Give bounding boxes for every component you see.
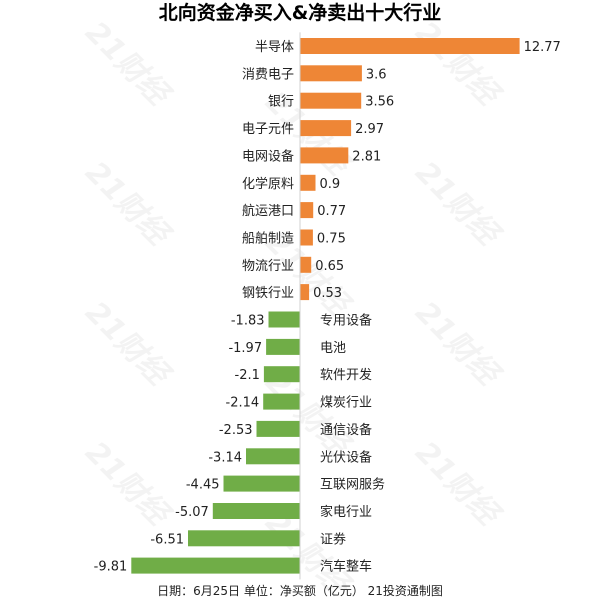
- value-label: -1.97: [228, 341, 262, 356]
- category-label: 电网设备: [242, 148, 294, 164]
- value-label: -2.1: [235, 368, 260, 383]
- watermark-text: 21财经: [408, 295, 508, 395]
- value-label: 2.81: [352, 149, 381, 164]
- value-label: 0.77: [317, 204, 346, 219]
- value-label: 2.97: [355, 122, 384, 137]
- category-label: 专用设备: [320, 313, 372, 329]
- value-label: 0.53: [313, 286, 342, 301]
- bar: [300, 92, 362, 109]
- bar: [256, 420, 300, 437]
- value-label: 12.77: [524, 40, 561, 55]
- value-label: -2.53: [219, 423, 253, 438]
- bar: [300, 202, 314, 219]
- bar: [300, 38, 520, 54]
- bar: [263, 393, 300, 410]
- bar: [263, 366, 300, 383]
- category-label: 证券: [320, 531, 346, 547]
- watermark-text: 21财经: [408, 435, 508, 535]
- value-label: 0.9: [320, 177, 341, 192]
- bar: [266, 338, 300, 355]
- category-label: 船舶制造: [242, 231, 294, 247]
- bar: [300, 65, 362, 82]
- value-label: 0.65: [315, 259, 344, 274]
- value-label: -4.45: [186, 478, 220, 493]
- category-label: 汽车整车: [320, 559, 372, 575]
- category-label: 电池: [320, 341, 346, 356]
- category-label: 互联网服务: [320, 477, 385, 493]
- watermark-text: 21财经: [408, 15, 508, 115]
- category-label: 钢铁行业: [242, 286, 294, 301]
- bar: [300, 174, 316, 191]
- value-label: -1.83: [231, 314, 265, 329]
- bar: [223, 475, 300, 492]
- value-label: 0.75: [317, 232, 346, 247]
- watermark-text: 21财经: [78, 155, 178, 255]
- bar: [300, 256, 312, 273]
- bars-group: 半导体 12.77 消费电子 3.6 银行 3.56 电子元件 2.97 电网设备 2.81 化学原…: [94, 38, 561, 575]
- value-label: -5.07: [175, 505, 209, 520]
- category-label: 物流行业: [242, 259, 294, 274]
- chart-footer: 日期：6月25日 单位：净买额（亿元） 21投资通制图: [157, 583, 443, 598]
- bar: [300, 120, 352, 137]
- watermark-text: 21财经: [78, 295, 178, 395]
- category-label: 银行: [268, 95, 294, 110]
- bar: [131, 557, 300, 574]
- category-label: 家电行业: [320, 504, 372, 520]
- category-label: 化学原料: [242, 176, 294, 192]
- watermark-text: 21财经: [408, 155, 508, 255]
- bar: [212, 503, 300, 519]
- chart-title: 北向资金净买入&净卖出十大行业: [159, 1, 442, 24]
- bar: [300, 147, 349, 164]
- category-label: 电子元件: [242, 122, 294, 137]
- category-label: 煤炭行业: [320, 396, 372, 411]
- bar: [188, 530, 300, 547]
- category-label: 消费电子: [242, 67, 294, 82]
- bar: [268, 311, 300, 328]
- value-label: -9.81: [94, 560, 128, 575]
- value-label: 3.6: [366, 67, 387, 82]
- value-label: -3.14: [208, 450, 242, 465]
- bar: [300, 284, 310, 301]
- watermark-text: 21财经: [78, 435, 178, 535]
- category-label: 光伏设备: [320, 449, 372, 465]
- category-label: 通信设备: [320, 422, 372, 438]
- bar: [246, 448, 300, 465]
- value-label: -2.14: [226, 396, 260, 411]
- category-label: 软件开发: [320, 367, 372, 383]
- watermark-text: 21财经: [78, 15, 178, 115]
- bar: [300, 229, 313, 246]
- category-label: 半导体: [255, 40, 294, 55]
- category-label: 航运港口: [242, 203, 294, 219]
- value-label: -6.51: [150, 532, 184, 547]
- value-label: 3.56: [365, 95, 394, 110]
